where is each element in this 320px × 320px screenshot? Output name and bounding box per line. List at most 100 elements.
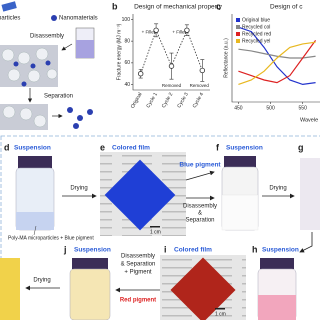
point [137,71,144,77]
scale-bar [150,226,160,228]
panel-label: e [100,142,105,152]
panel-title: Suspension [74,247,111,254]
axis [132,14,210,91]
point [184,27,190,33]
panel-h: h Suspension [252,244,299,320]
annotation: Removed [162,83,182,88]
step-label: Disassembly [30,34,64,40]
bottle-cap [18,156,52,168]
panel-label: i [164,244,167,254]
x-tick-label: 450 [234,105,243,111]
series-line [238,26,316,86]
legend-label: Recycled yel [242,38,270,44]
arrow-label: Blue pigment [179,162,221,169]
nanomaterials [13,60,51,87]
legend-swatch [236,39,240,43]
panel-d: d Suspension Poly-MA microparticles + Bl… [4,142,94,241]
legend-label: Nanomaterials [59,16,98,22]
y-axis-label: Reflectance (a.u.) [223,38,229,78]
legend-swatch [236,25,240,29]
panel-title: Colored film [112,145,150,152]
legend-swatch [236,32,240,36]
panel-i: i Colored film 1 cm [160,244,246,320]
x-tick-label: Cycle 1 [145,91,159,109]
legend-label: Recycled red [242,31,271,37]
arrow [185,170,215,181]
point [168,63,175,69]
bottle-liquid [258,295,296,320]
scale-label: 1 cm [150,229,161,235]
x-tick-label: Cycle 4 [192,91,206,109]
bottle-liquid [221,194,259,231]
panel-j: j Suspension [63,244,111,320]
arrow-label: Drying [70,186,87,192]
bottle-cap [260,258,294,269]
x-tick-label: 550 [299,105,308,111]
x-tick-label: 500 [266,105,275,111]
nanomaterials [67,107,93,129]
scale-bar [215,308,225,310]
panel-title: Suspension [226,145,263,152]
arrow [61,43,73,51]
chart-title: Design of mechanical property [134,4,223,11]
arrow-label: Drying [33,278,50,284]
arrow-label: & [198,211,202,217]
process-frame [0,135,320,320]
arrow [299,232,313,253]
caption: Poly-MA microparticles + Blue pigment [8,235,94,241]
panel-title: Suspension [262,247,299,254]
point [153,27,159,33]
bottle-cap [72,258,108,269]
nanomaterial-icon [51,15,57,21]
panel-f: f Suspension [216,142,263,231]
bottle [69,268,111,320]
legend-label: Original blue [242,17,270,23]
bottle-cap [224,156,256,167]
arrow-label: + Pigment [124,270,152,276]
legend-label: Recycled col [242,24,270,30]
panel-label: d [4,142,10,152]
x-tick-label: Cycle 3 [176,91,190,109]
arrow-label: Separation [185,218,214,224]
legend-label: particles [0,16,20,22]
x-tick-label: Cycle 2 [161,91,175,109]
spheres [2,105,47,128]
panel-label: h [252,244,258,254]
panel-title: Suspension [14,145,51,152]
bottle [300,158,320,230]
panel-label: g [298,142,304,152]
vial-liquid [76,40,94,58]
y-axis-label: Fracture energy (MJ m⁻³) [116,23,122,80]
pointer [33,225,37,236]
step-label: Separation [44,94,73,100]
panel-label: f [216,142,220,152]
panel-label: j [63,244,67,254]
panel-e: e Colored film 1 cm [100,142,186,236]
arrow-label: Disassembly [121,254,155,260]
film [170,257,236,320]
bottle-liquid [16,212,54,230]
chart-title: Design of c [270,4,303,11]
x-axis-label: Wavele [300,117,318,123]
y-tick-label: 60 [124,60,130,66]
annotation: Removed [190,83,210,88]
panel-label: b [112,1,118,11]
arrow-label: Drying [269,186,286,192]
arrow-label: Red pigment [120,298,156,304]
bottle [0,258,20,320]
axis [231,14,320,103]
panel-a: particles Nanomaterials Disassembly Sepa… [0,1,98,130]
annotation: + Filler [172,29,186,34]
annotation: + Filler [142,29,156,34]
series-line [238,40,317,84]
particle-icon [1,1,17,12]
scale-label: 1 cm [215,311,226,317]
arrow-label: & Separation [121,262,156,268]
series-line [238,41,316,85]
panel-label: c [216,1,221,11]
x-tick-label: Original [130,92,144,110]
spheres [1,47,58,83]
point [199,67,205,74]
legend-swatch [236,18,240,22]
